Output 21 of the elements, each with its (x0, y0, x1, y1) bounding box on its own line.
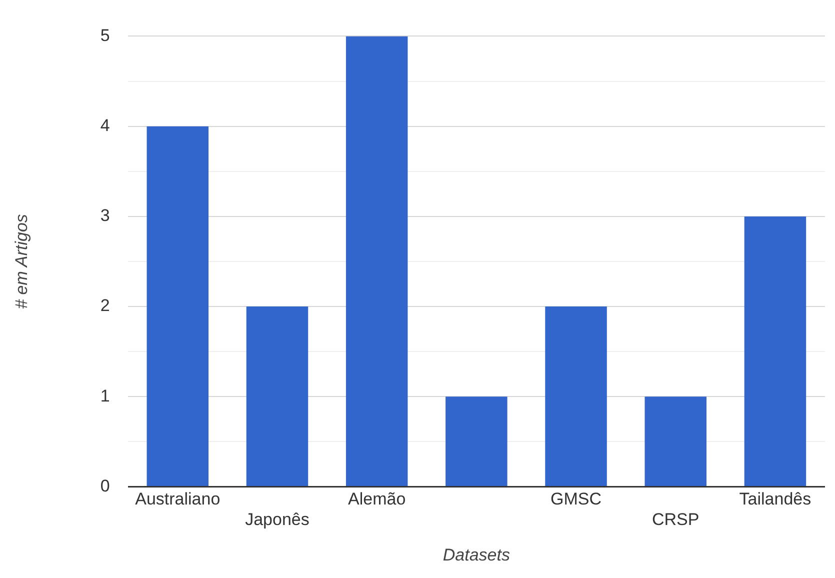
x-tick-label: CRSP (652, 510, 700, 530)
y-tick-label: 3 (100, 206, 110, 226)
y-axis-title: # em Artigos (12, 214, 31, 309)
x-axis-title: Datasets (442, 546, 510, 565)
y-tick-label: 1 (100, 386, 110, 406)
y-tick-label: 4 (100, 116, 110, 136)
bar (346, 36, 408, 486)
bar (644, 396, 706, 486)
x-tick-label: Tailandês (739, 490, 812, 509)
x-tick-label: GMSC (550, 490, 602, 509)
y-tick-label: 2 (100, 296, 110, 316)
bar (744, 216, 806, 486)
bar (446, 396, 508, 486)
x-tick-label: Alemão (348, 490, 406, 509)
bar (146, 126, 209, 486)
y-tick-label: 5 (100, 26, 110, 45)
bar (246, 306, 308, 486)
x-tick-label: Australiano (135, 490, 220, 509)
x-tick-label: Japonês (245, 510, 310, 530)
bar (545, 306, 607, 486)
y-tick-label: 0 (100, 476, 110, 496)
